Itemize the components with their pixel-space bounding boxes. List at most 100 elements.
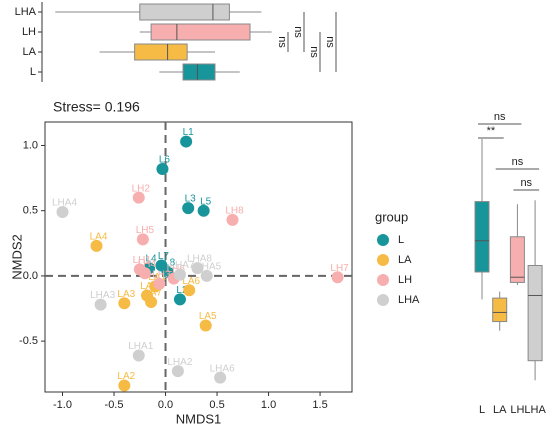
legend-swatch: [377, 294, 389, 306]
point-label: LH3: [152, 269, 171, 280]
chart-title: Stress= 0.196: [53, 99, 140, 115]
annotation: ns: [308, 46, 320, 58]
point: [173, 268, 186, 281]
point-label: L6: [159, 155, 171, 166]
box: [134, 43, 188, 61]
y-tick-label: 1.0: [23, 139, 38, 151]
x-tick-label: 0.5: [209, 399, 224, 411]
point-label: LA1: [148, 272, 166, 283]
point: [94, 298, 107, 311]
point-label: LH4: [138, 259, 157, 270]
annotation: ns: [324, 36, 336, 48]
legend-label: LA: [398, 254, 412, 266]
box: [150, 23, 251, 41]
legend-swatch: [377, 274, 389, 286]
point-label: L8: [164, 258, 176, 269]
annotation: ns: [292, 26, 304, 38]
point: [90, 239, 103, 252]
point: [171, 365, 184, 378]
point-label: LHA2: [167, 357, 192, 368]
box: [492, 297, 508, 323]
point-label: LA7: [144, 288, 162, 299]
point: [183, 284, 196, 297]
category-label: L: [30, 66, 36, 78]
point-label: LA5: [199, 311, 217, 322]
x-tick-label: 1.5: [312, 399, 327, 411]
point-label: LHA8: [187, 254, 212, 265]
point: [173, 293, 186, 306]
point-label: L4: [145, 254, 157, 265]
annotation: ns: [512, 156, 524, 168]
box: [527, 264, 543, 362]
point-label: LHA5: [196, 262, 221, 273]
point: [180, 135, 193, 148]
x-axis-label: NMDS1: [176, 411, 222, 426]
point-label: LH5: [136, 225, 155, 236]
plot-frame: [44, 121, 353, 393]
point-label: LA2: [117, 371, 135, 382]
x-tick-label: -1.0: [53, 399, 72, 411]
category-label: LA: [493, 404, 507, 416]
legend-label: LHA: [398, 294, 420, 306]
category-label: L: [479, 404, 485, 416]
point: [199, 319, 212, 332]
y-axis-label: NMDS2: [9, 234, 24, 280]
annotation: ns: [520, 177, 532, 189]
annotation: **: [487, 125, 496, 137]
annotation: ns: [494, 111, 506, 123]
point: [153, 277, 166, 290]
point: [56, 206, 69, 218]
point: [118, 297, 131, 310]
point-label: LH2: [132, 183, 151, 194]
legend-swatch: [377, 234, 389, 246]
legend-label: LH: [398, 274, 412, 286]
point-label: LA3: [117, 289, 135, 300]
point: [331, 271, 344, 284]
point: [182, 202, 195, 215]
point-label: LHA4: [52, 198, 77, 209]
point: [140, 289, 153, 302]
legend-label: L: [398, 234, 404, 246]
category-label: LH: [510, 404, 524, 416]
point: [197, 204, 210, 217]
point-label: LH7: [330, 263, 349, 274]
point-label: L2: [176, 285, 188, 296]
point-label: LH6: [167, 264, 186, 275]
point-label: L3: [185, 194, 197, 205]
legend-swatch: [377, 254, 389, 266]
point: [118, 379, 131, 392]
box: [509, 236, 525, 283]
legend-title: group: [375, 209, 408, 224]
point: [214, 371, 227, 384]
box: [474, 201, 490, 273]
x-tick-label: 1.0: [261, 399, 276, 411]
point-label: LA4: [90, 232, 108, 243]
point-label: LH8: [225, 205, 244, 216]
x-tick-label: 0.0: [158, 399, 173, 411]
y-tick-label: -0.5: [19, 335, 38, 347]
category-label: LHA: [15, 6, 37, 18]
point-label: LHA3: [90, 290, 115, 301]
y-tick-label: 0.5: [23, 205, 38, 217]
category-label: LA: [23, 46, 37, 58]
point-label: LHA6: [210, 363, 235, 374]
box: [139, 3, 230, 21]
point: [200, 269, 213, 282]
annotation: ns: [276, 36, 288, 48]
point: [191, 262, 204, 275]
point: [136, 233, 149, 246]
point-label: L7: [158, 251, 170, 262]
x-tick-label: -0.5: [105, 399, 124, 411]
point: [132, 191, 145, 204]
category-label: LH: [22, 26, 36, 38]
point-label: L1: [183, 127, 195, 138]
point: [138, 267, 151, 280]
point: [226, 213, 239, 226]
point-label: LA6: [182, 276, 200, 287]
point-label: LHA7: [169, 260, 194, 271]
point: [156, 162, 169, 175]
point-label: LA8: [140, 281, 158, 292]
y-tick-label: 0.0: [23, 270, 38, 282]
point-label: LHA1: [128, 341, 153, 352]
